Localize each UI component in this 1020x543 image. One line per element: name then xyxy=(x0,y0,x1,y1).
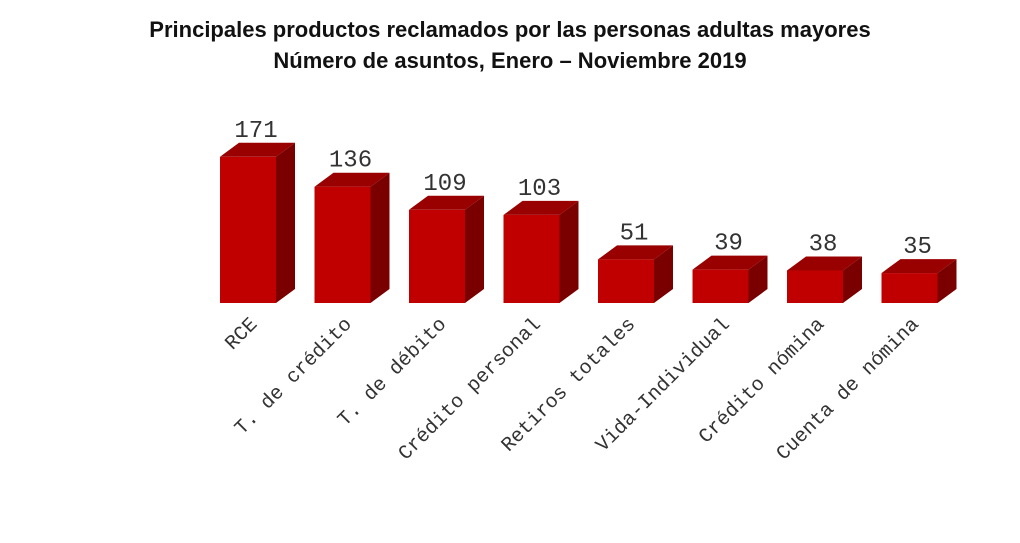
category-label: RCE xyxy=(221,314,263,356)
bar-side xyxy=(276,142,295,303)
data-label: 171 xyxy=(234,118,277,145)
bar-front xyxy=(787,270,843,303)
data-label: 103 xyxy=(518,176,561,203)
data-label: 38 xyxy=(809,232,838,259)
data-label: 35 xyxy=(903,234,932,261)
bar-side xyxy=(748,255,768,303)
bar-side xyxy=(843,256,862,303)
bar-top xyxy=(503,200,579,215)
bar-top xyxy=(787,256,862,271)
bar-top xyxy=(409,195,484,210)
bar-0: 171 RCE xyxy=(220,118,295,356)
bar-side xyxy=(937,259,957,303)
chart-title-line2: Número de asuntos, Enero – Noviembre 201… xyxy=(273,48,747,73)
bar-front xyxy=(881,273,938,303)
bar-top xyxy=(598,245,673,260)
bar-top xyxy=(220,142,295,157)
bar-front xyxy=(598,259,654,303)
bar-top xyxy=(692,255,768,270)
bar-front xyxy=(503,214,560,303)
bar-side xyxy=(370,172,390,303)
bar-top xyxy=(314,172,390,187)
chart-title: Principales productos reclamados por las… xyxy=(0,14,1020,76)
data-label: 109 xyxy=(423,171,466,198)
bar-front xyxy=(692,269,749,303)
bar-front xyxy=(409,209,465,303)
chart-title-line1: Principales productos reclamados por las… xyxy=(149,17,871,42)
bar-front xyxy=(314,186,371,303)
data-label: 51 xyxy=(620,220,649,247)
data-label: 39 xyxy=(714,231,743,258)
bar-front xyxy=(220,156,276,303)
bar-side xyxy=(559,200,579,303)
bar-side xyxy=(465,195,484,303)
bar-top xyxy=(881,259,957,274)
data-label: 136 xyxy=(329,148,372,175)
bar-side xyxy=(654,245,673,303)
